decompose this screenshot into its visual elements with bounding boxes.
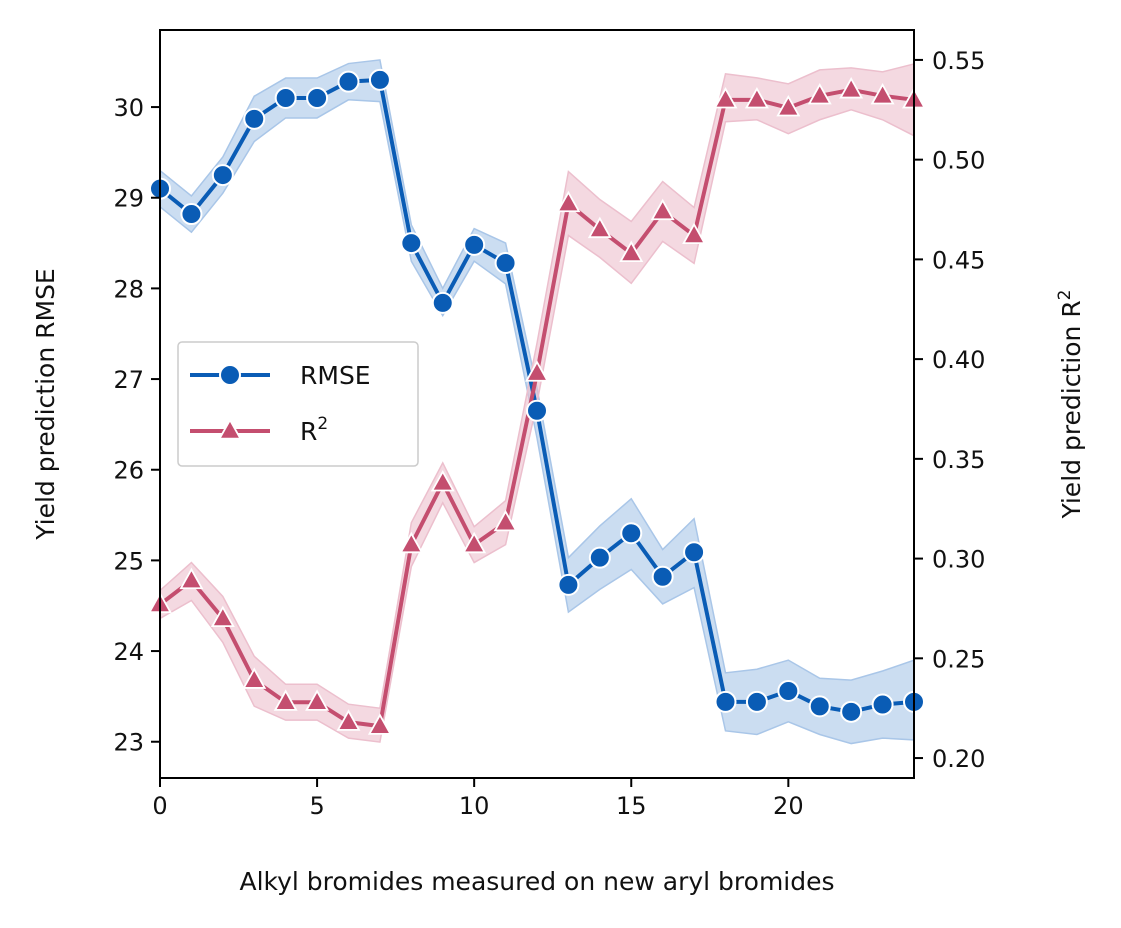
r2-point	[210, 605, 235, 628]
y-right-tick-label: 0.30	[932, 546, 985, 574]
legend-label-rmse: RMSE	[300, 361, 371, 390]
r2-point	[179, 567, 204, 590]
rmse-point	[243, 107, 266, 130]
rmse-point	[274, 87, 297, 109]
rmse-point	[306, 87, 329, 109]
rmse-point	[777, 679, 800, 702]
rmse-point	[211, 164, 234, 187]
legend-marker-r2	[218, 418, 242, 440]
legend-marker-rmse	[219, 364, 241, 386]
rmse-point	[620, 522, 643, 545]
r2-point	[650, 198, 675, 221]
rmse-point	[651, 565, 674, 588]
x-axis-ticks: 0 5 10 15 20	[152, 778, 804, 820]
r2-point	[556, 190, 581, 213]
rmse-point	[526, 399, 548, 422]
rmse-point	[840, 700, 863, 723]
legend-label-text: RMSE	[300, 361, 371, 390]
y-left-tick-label: 25	[113, 547, 144, 575]
r2-point	[682, 222, 707, 245]
r2-point	[273, 689, 298, 711]
legend-label-r2: R2	[300, 414, 328, 446]
y-left-axis-ticks: 23 24 25 26 27 28 29 30	[113, 94, 160, 757]
y-left-tick-label: 24	[113, 638, 144, 666]
y-right-axis-label: Yield prediction R2	[1055, 289, 1086, 519]
y-right-axis-ticks: 0.20 0.25 0.30 0.35 0.40 0.45 0.50 0.55	[914, 47, 985, 773]
r2-point	[619, 240, 644, 263]
r2-point	[744, 86, 769, 109]
legend-label-sup: 2	[317, 414, 328, 434]
rmse-point	[180, 203, 203, 226]
rmse-point	[557, 573, 580, 596]
y-left-tick-label: 30	[113, 94, 144, 122]
rmse-point	[871, 693, 894, 716]
rmse-point	[337, 70, 360, 93]
y-right-tick-label: 0.40	[932, 346, 985, 374]
y-left-tick-label: 26	[113, 457, 144, 485]
x-tick-label: 0	[152, 792, 167, 820]
rmse-point	[808, 695, 831, 718]
y-left-tick-label: 27	[113, 366, 144, 394]
r2-point	[336, 709, 361, 731]
y-right-tick-label: 0.20	[932, 745, 985, 773]
rmse-point	[745, 690, 768, 713]
r2-point	[587, 216, 612, 239]
r2-point	[367, 713, 392, 735]
rmse-point	[683, 541, 706, 564]
y-left-axis-label: Yield prediction RMSE	[31, 268, 60, 540]
legend-box	[177, 341, 419, 467]
rmse-point	[494, 252, 517, 275]
rmse-point	[400, 232, 423, 255]
r2-point	[713, 86, 738, 109]
y-left-tick-label: 28	[113, 275, 144, 303]
rmse-point	[714, 690, 737, 713]
r2-point	[305, 689, 330, 711]
r2-point	[525, 360, 549, 382]
rmse-point	[431, 291, 454, 314]
x-tick-label: 20	[773, 792, 804, 820]
legend-label-text: R	[300, 417, 317, 446]
r2-point	[807, 82, 832, 105]
rmse-point	[463, 233, 486, 256]
x-tick-label: 5	[309, 792, 324, 820]
rmse-point	[368, 68, 391, 91]
y-right-tick-label: 0.50	[932, 147, 985, 175]
r2-point	[462, 531, 487, 554]
r2-point	[839, 76, 864, 99]
r2-point	[430, 469, 455, 492]
rmse-point	[588, 546, 611, 569]
r2-point	[399, 531, 424, 554]
y-left-tick-label: 29	[113, 185, 144, 213]
y-right-tick-label: 0.35	[932, 446, 985, 474]
x-tick-label: 15	[616, 792, 647, 820]
y-left-tick-label: 23	[113, 729, 144, 757]
y-right-tick-label: 0.25	[932, 645, 985, 673]
plot-frame	[159, 29, 915, 779]
r2-point	[242, 667, 267, 689]
x-axis-label: Alkyl bromides measured on new aryl brom…	[239, 867, 834, 896]
y-right-tick-label: 0.55	[932, 47, 985, 75]
x-tick-label: 10	[459, 792, 490, 820]
y-right-tick-label: 0.45	[932, 246, 985, 274]
r2-point	[870, 82, 895, 105]
y-right-axis-label-text: Yield prediction R	[1057, 300, 1086, 519]
r2-point	[776, 94, 801, 117]
series-markers	[148, 68, 926, 735]
legend: RMSE R2	[177, 341, 419, 467]
r2-point	[493, 509, 518, 532]
y-right-axis-label-sup: 2	[1055, 289, 1075, 300]
